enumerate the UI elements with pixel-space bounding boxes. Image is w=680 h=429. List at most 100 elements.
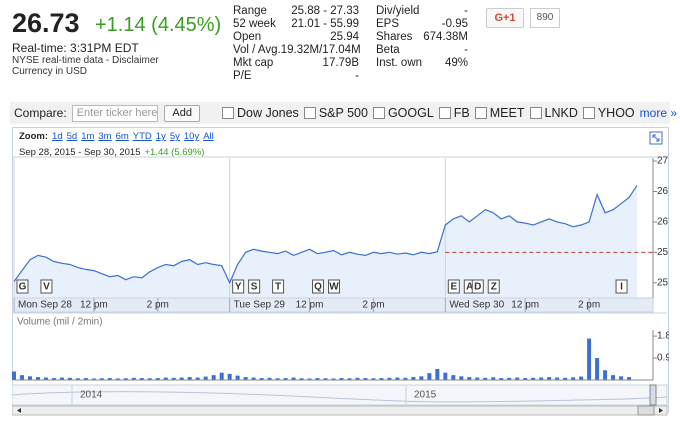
stat-row: Open 25.94	[233, 31, 359, 44]
volume-bar	[187, 377, 192, 380]
volume-bar	[259, 378, 264, 380]
zoom-link[interactable]: 1m	[81, 131, 95, 142]
volume-bar	[619, 376, 624, 380]
checkbox[interactable]	[529, 107, 542, 119]
volume-bar	[59, 377, 64, 380]
y-tick-label: 25.0	[657, 277, 669, 288]
ticker-input[interactable]: Enter ticker here	[71, 104, 159, 122]
x-tick-label: Tue Sep 29	[234, 300, 286, 311]
volume-bar	[507, 377, 512, 380]
stat-label: 52 week	[233, 18, 276, 30]
zoom-link[interactable]: 6m	[115, 131, 129, 142]
stat-row: 52 week 21.01 - 55.99	[233, 18, 359, 31]
volume-bar	[387, 377, 392, 380]
compare-option[interactable]: Dow Jones	[221, 106, 299, 120]
disclaimer[interactable]: NYSE real-time data - Disclaimer	[12, 55, 159, 66]
volume-bar	[555, 377, 560, 380]
price: 26.73	[12, 8, 80, 38]
volume-bar	[19, 375, 24, 380]
add-button[interactable]: Add	[164, 104, 200, 122]
volume-bar	[331, 378, 336, 380]
stat-label: Open	[233, 31, 262, 43]
checkbox[interactable]	[474, 107, 487, 119]
volume-bar	[443, 372, 448, 380]
stat-label: Inst. own	[376, 57, 423, 69]
volume-bar	[51, 378, 56, 380]
x-tick-label: Wed Sep 30	[449, 300, 504, 311]
stat-row: Range 25.88 - 27.33	[233, 5, 359, 18]
volume-bar	[171, 377, 176, 380]
checkbox[interactable]	[221, 107, 234, 119]
currency: Currency in USD	[12, 66, 88, 77]
volume-bar	[267, 377, 272, 380]
zoom-bar: Zoom: 1d 5d 1m 3m 6m YTD 1y 5y 10y All	[19, 131, 214, 142]
zoom-link[interactable]: All	[203, 131, 214, 142]
event-flag	[16, 279, 29, 294]
stat-row: Mkt cap 17.79B	[233, 57, 359, 70]
event-flag-label: Q	[314, 282, 322, 293]
gplus-button[interactable]: G+1	[486, 8, 524, 28]
volume-bar	[139, 378, 144, 380]
navigator-window[interactable]	[649, 384, 657, 406]
more-link[interactable]: more »	[639, 106, 678, 120]
volume-bar	[339, 378, 344, 380]
volume-bar	[467, 377, 472, 380]
compare-option[interactable]: LNKD	[529, 106, 578, 120]
option-label: S&P 500	[318, 106, 368, 120]
stat-label: Mkt cap	[233, 57, 274, 69]
stat-value: 19.32M/17.04M	[280, 44, 361, 56]
option-label: GOOGL	[387, 106, 434, 120]
volume-bar	[131, 377, 136, 380]
stat-value: 49%	[444, 57, 468, 69]
compare-option[interactable]: GOOGL	[372, 106, 434, 120]
zoom-link[interactable]: YTD	[132, 131, 152, 142]
volume-bar	[603, 370, 608, 380]
volume-bar	[243, 377, 248, 380]
zoom-link[interactable]: 1y	[155, 131, 166, 142]
volume-bar	[347, 378, 352, 380]
volume-bar	[395, 377, 400, 380]
volume-bar	[427, 373, 432, 380]
stat-value: 674.38M	[423, 31, 468, 43]
compare-option[interactable]: YHOO	[582, 106, 635, 120]
volume-bar	[451, 375, 456, 380]
volume-bar	[483, 377, 488, 380]
stat-row: Inst. own 49%	[376, 57, 468, 70]
volume-bar	[499, 378, 504, 380]
volume-bar	[299, 378, 304, 380]
x-tick-label: 2 pm	[362, 300, 384, 311]
scroll-thumb	[637, 405, 655, 416]
y-tick-label: 26.0	[657, 217, 669, 228]
event-flag	[248, 279, 261, 294]
gplus-count: 890	[530, 8, 560, 28]
zoom-label: Zoom:	[19, 131, 49, 142]
zoom-link[interactable]: 5y	[169, 131, 180, 142]
zoom-link[interactable]: 1d	[52, 131, 63, 142]
zoom-link[interactable]: 5d	[66, 131, 78, 142]
checkbox[interactable]	[582, 107, 595, 119]
volume-bar	[323, 378, 328, 380]
zoom-link[interactable]: 10y	[183, 131, 200, 142]
volume-bar	[371, 378, 376, 380]
x-tick-label: Mon Sep 28	[18, 300, 72, 311]
x-tick-label: 12 pm	[80, 300, 108, 311]
stat-value: -	[355, 70, 359, 82]
range-change: +1.44 (5.69%)	[144, 147, 205, 158]
checkbox[interactable]	[303, 107, 316, 119]
price-change: +1.14 (4.45%)	[95, 14, 222, 36]
volume-bar	[539, 377, 544, 380]
volume-bar	[75, 378, 80, 380]
stat-row: P/E -	[233, 70, 359, 83]
compare-option[interactable]: S&P 500	[303, 106, 368, 120]
zoom-link[interactable]: 3m	[98, 131, 112, 142]
volume-bar	[163, 377, 168, 380]
event-flag	[471, 279, 484, 294]
event-flag	[487, 279, 500, 294]
compare-option[interactable]: FB	[438, 106, 470, 120]
date-range: Sep 28, 2015 - Sep 30, 2015 +1.44 (5.69%)	[19, 147, 204, 158]
compare-option[interactable]: MEET	[474, 106, 525, 120]
y-tick-label: 0.9	[657, 353, 669, 364]
checkbox[interactable]	[372, 107, 385, 119]
volume-bar	[307, 378, 312, 380]
checkbox[interactable]	[438, 107, 451, 119]
